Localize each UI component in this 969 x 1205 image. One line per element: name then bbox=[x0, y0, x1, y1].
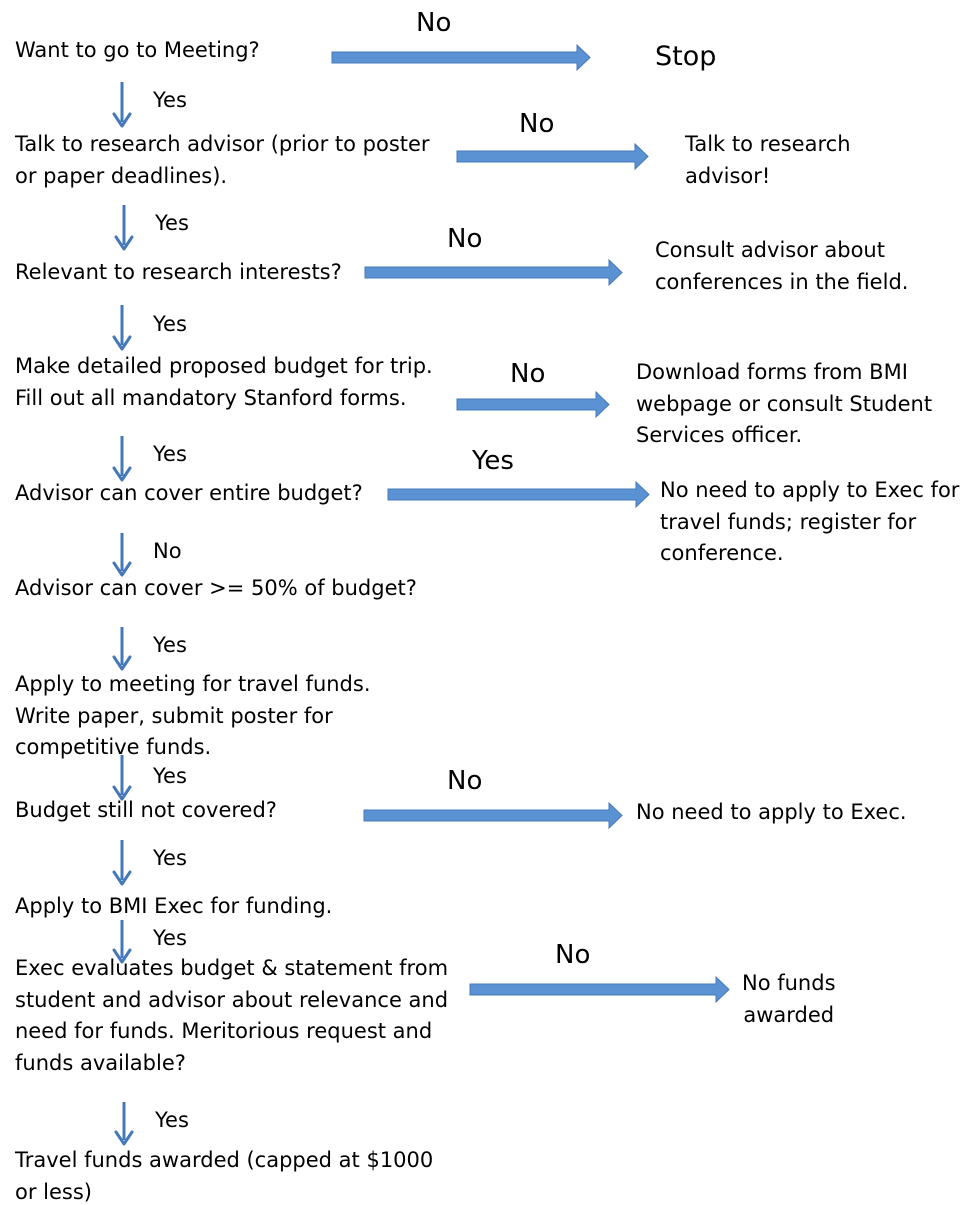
label-down-yes-3: Yes bbox=[153, 312, 187, 336]
outcome-stop: Stop bbox=[655, 41, 717, 72]
arrow-no-stop bbox=[331, 43, 591, 72]
down-arrow-3 bbox=[112, 305, 132, 351]
down-arrow-9 bbox=[112, 920, 132, 964]
label-down-yes-10: Yes bbox=[155, 1108, 189, 1132]
label-no-8: No bbox=[447, 766, 483, 796]
arrow-no-talk-advisor bbox=[456, 142, 649, 171]
step-make-detailed-budget: Make detailed proposed budget for trip. … bbox=[15, 354, 433, 410]
down-arrow-8 bbox=[112, 840, 132, 886]
down-arrow-6 bbox=[112, 627, 132, 671]
label-down-yes-4: Yes bbox=[153, 442, 187, 466]
label-down-yes-9: Yes bbox=[153, 926, 187, 950]
outcome-no-funds-awarded: No funds awarded bbox=[742, 971, 836, 1027]
arrow-no-funds bbox=[469, 975, 730, 1004]
arrow-yes-no-need-apply bbox=[387, 480, 650, 509]
down-arrow-7 bbox=[112, 755, 132, 801]
label-down-yes-2: Yes bbox=[155, 211, 189, 235]
label-down-no-5: No bbox=[153, 539, 182, 563]
label-yes-5: Yes bbox=[472, 446, 514, 476]
step-budget-still-not-covered: Budget still not covered? bbox=[15, 798, 277, 822]
label-no-1: No bbox=[416, 8, 452, 38]
down-arrow-10 bbox=[114, 1102, 134, 1146]
down-arrow-5 bbox=[112, 533, 132, 577]
label-no-10: No bbox=[555, 940, 591, 970]
label-down-yes-7: Yes bbox=[153, 764, 187, 788]
down-arrow-1 bbox=[112, 82, 132, 128]
step-relevant-to-research-interests: Relevant to research interests? bbox=[15, 260, 342, 284]
step-exec-evaluates-budget: Exec evaluates budget & statement from s… bbox=[15, 956, 449, 1075]
label-no-4: No bbox=[510, 359, 546, 389]
label-down-yes-1: Yes bbox=[153, 88, 187, 112]
label-down-yes-8: Yes bbox=[153, 846, 187, 870]
outcome-download-forms: Download forms from BMI webpage or consu… bbox=[636, 360, 933, 447]
step-apply-to-meeting-for-travel-funds: Apply to meeting for travel funds. Write… bbox=[15, 672, 371, 759]
step-advisor-can-cover-50-percent: Advisor can cover >= 50% of budget? bbox=[15, 576, 417, 600]
step-advisor-can-cover-entire-budget: Advisor can cover entire budget? bbox=[15, 481, 363, 505]
label-no-3: No bbox=[447, 224, 483, 254]
outcome-no-need-register: No need to apply to Exec for travel fund… bbox=[660, 478, 960, 565]
label-no-2: No bbox=[519, 109, 555, 139]
outcome-consult-advisor: Consult advisor about conferences in the… bbox=[655, 238, 909, 294]
outcome-talk-to-research-advisor: Talk to research advisor! bbox=[685, 132, 851, 188]
step-want-to-go-to-meeting: Want to go to Meeting? bbox=[15, 38, 260, 62]
step-travel-funds-awarded: Travel funds awarded (capped at $1000 or… bbox=[15, 1148, 434, 1204]
arrow-no-download-forms bbox=[456, 390, 610, 419]
arrow-no-consult-advisor bbox=[364, 258, 623, 287]
step-apply-to-bmi-exec: Apply to BMI Exec for funding. bbox=[15, 894, 333, 918]
outcome-no-need-to-apply: No need to apply to Exec. bbox=[636, 800, 907, 824]
label-down-yes-6: Yes bbox=[153, 633, 187, 657]
arrow-no-covered bbox=[363, 801, 623, 830]
step-talk-to-research-advisor: Talk to research advisor (prior to poste… bbox=[15, 132, 430, 188]
down-arrow-4 bbox=[112, 436, 132, 482]
down-arrow-2 bbox=[114, 205, 134, 251]
